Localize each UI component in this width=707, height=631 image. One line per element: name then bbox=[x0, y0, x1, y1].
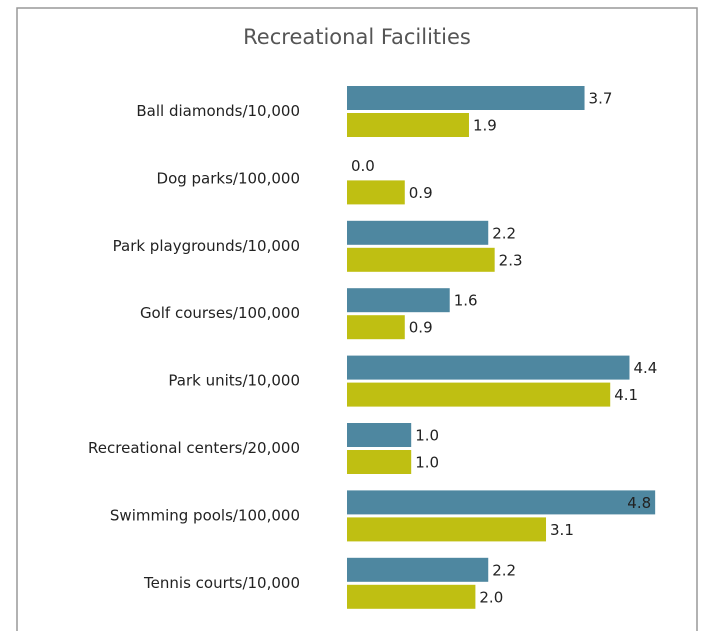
category-label: Recreational centers/20,000 bbox=[88, 439, 300, 457]
value-label: 4.8 bbox=[627, 494, 651, 512]
value-label: 0.9 bbox=[409, 184, 433, 202]
value-label: 0.0 bbox=[351, 157, 375, 175]
value-label: 2.2 bbox=[492, 561, 516, 579]
value-label: 2.3 bbox=[499, 251, 523, 269]
category-label: Ball diamonds/10,000 bbox=[136, 102, 300, 120]
bar bbox=[347, 557, 489, 582]
bar bbox=[347, 382, 611, 407]
value-label: 4.4 bbox=[633, 359, 657, 377]
value-label: 2.0 bbox=[479, 588, 503, 606]
category-label: Park playgrounds/10,000 bbox=[113, 237, 300, 255]
bar bbox=[347, 355, 630, 380]
bar bbox=[347, 180, 405, 205]
bar bbox=[347, 517, 547, 542]
value-label: 2.2 bbox=[492, 224, 516, 242]
value-label: 0.9 bbox=[409, 319, 433, 337]
bar bbox=[347, 450, 412, 474]
value-label: 3.1 bbox=[550, 521, 574, 539]
category-label: Golf courses/100,000 bbox=[140, 304, 300, 322]
bar bbox=[347, 220, 489, 245]
value-label: 1.0 bbox=[415, 454, 439, 472]
value-label: 4.1 bbox=[614, 386, 638, 404]
bar bbox=[347, 288, 450, 313]
bar bbox=[347, 490, 656, 515]
category-label: Dog parks/100,000 bbox=[157, 169, 300, 187]
category-label: Swimming pools/100,000 bbox=[110, 506, 300, 524]
value-label: 1.6 bbox=[454, 292, 478, 310]
bar bbox=[347, 86, 585, 110]
bar bbox=[347, 247, 495, 272]
bar bbox=[347, 315, 405, 340]
bar bbox=[347, 113, 469, 137]
category-label: Tennis courts/10,000 bbox=[143, 574, 300, 592]
value-label: 3.7 bbox=[589, 90, 613, 108]
category-label: Park units/10,000 bbox=[168, 372, 300, 390]
chart-title: Recreational Facilities bbox=[243, 25, 471, 49]
bar bbox=[347, 584, 476, 609]
bar bbox=[347, 423, 412, 447]
value-label: 1.9 bbox=[473, 117, 497, 135]
value-label: 1.0 bbox=[415, 427, 439, 445]
